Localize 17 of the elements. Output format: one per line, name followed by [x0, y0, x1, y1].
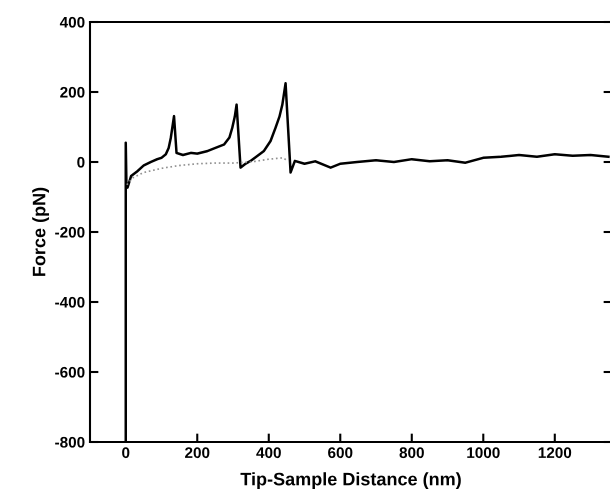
y-axis-title: Force (pN)	[32, 188, 50, 276]
y-tick-label: -800	[55, 436, 85, 448]
y-tick-label: -600	[55, 366, 85, 378]
line-series	[126, 156, 288, 186]
y-tick-label: -400	[55, 296, 85, 308]
x-tick-label: 400	[256, 447, 281, 458]
y-tick-label: 200	[60, 86, 85, 98]
x-tick-label: 0	[122, 447, 130, 458]
x-tick-label: 600	[328, 447, 352, 458]
x-tick-label: 800	[400, 447, 424, 458]
y-tick-label: 0	[77, 156, 85, 168]
y-tick-label: -200	[55, 226, 85, 238]
x-tick-label: 1000	[467, 447, 500, 458]
y-tick-label: 400	[60, 16, 85, 28]
x-tick-label: 200	[185, 447, 210, 458]
x-axis-title: Tip-Sample Distance (nm)	[240, 472, 461, 490]
x-tick-label: 1200	[538, 447, 572, 458]
